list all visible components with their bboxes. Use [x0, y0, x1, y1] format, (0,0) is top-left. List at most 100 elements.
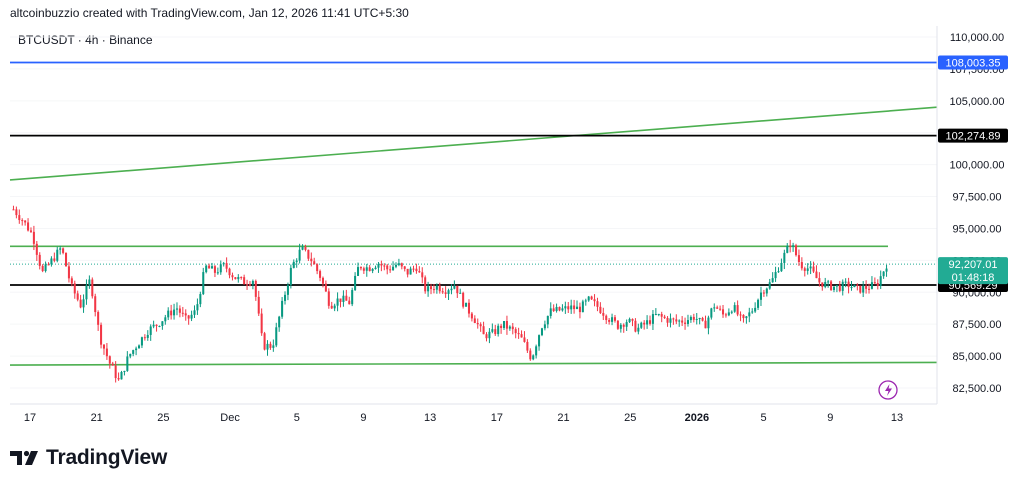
- candle-body: [692, 316, 695, 320]
- candle-body: [392, 266, 395, 271]
- candle-body: [202, 272, 205, 295]
- candle-body: [155, 324, 158, 326]
- candle-body: [835, 285, 838, 287]
- candle-body: [605, 315, 608, 321]
- x-tick-label: Dec: [220, 412, 240, 424]
- candle-body: [686, 320, 690, 324]
- candle-body: [724, 314, 727, 316]
- candle-body: [397, 263, 400, 265]
- candle-body: [91, 279, 94, 297]
- price-tag: [938, 55, 1008, 70]
- candle-body: [181, 312, 184, 314]
- candle-body: [479, 324, 482, 327]
- trendline: [9, 361, 938, 366]
- candle-body: [818, 278, 821, 283]
- x-tick-label: 2026: [685, 412, 709, 424]
- candle-body: [765, 288, 768, 294]
- candle-body: [698, 317, 701, 320]
- candle-body: [482, 326, 485, 335]
- candle-body: [862, 285, 865, 293]
- y-tick-label: 95,000.00: [953, 223, 1002, 235]
- candle-body: [535, 346, 538, 356]
- candle-body: [111, 363, 114, 366]
- tradingview-brand[interactable]: TradingView: [10, 446, 167, 470]
- candle-body: [663, 316, 666, 318]
- candle-body: [123, 370, 126, 373]
- candle-body: [53, 258, 56, 261]
- candle-body: [316, 264, 319, 272]
- candle-body: [228, 268, 231, 276]
- candle-body: [336, 298, 339, 306]
- candle-body: [695, 319, 698, 321]
- candle-body: [684, 322, 687, 324]
- candle-body: [666, 317, 669, 323]
- candle-body: [853, 284, 856, 288]
- candle-body: [447, 290, 450, 294]
- candle-body: [216, 272, 219, 274]
- alert-bolt-icon[interactable]: [878, 380, 898, 400]
- candle-body: [701, 317, 704, 321]
- candle-body: [418, 271, 421, 273]
- candle-body: [596, 301, 599, 307]
- y-tick-label: 105,000.00: [949, 96, 1004, 108]
- level-lines-layer: [10, 61, 937, 286]
- candle-body: [319, 271, 322, 278]
- candle-body: [88, 279, 91, 286]
- candle-body: [575, 306, 579, 310]
- candle-body: [754, 307, 757, 312]
- candle-body: [184, 313, 187, 316]
- candle-body: [205, 265, 208, 273]
- candle-body: [67, 266, 70, 279]
- candle-body: [403, 266, 406, 269]
- candle-body: [100, 324, 103, 345]
- candle-body: [193, 310, 196, 315]
- price-tags-layer: 108,003.35102,274.8990,569.2992,207.0101…: [938, 55, 1008, 293]
- candle-body: [622, 324, 625, 327]
- candle-body: [62, 248, 65, 253]
- candle-body: [587, 296, 590, 301]
- candle-body: [736, 305, 739, 315]
- candle-body: [231, 275, 234, 278]
- candle-body: [260, 313, 263, 334]
- candle-body: [295, 260, 298, 262]
- candle-body: [278, 316, 281, 328]
- candle-body: [120, 372, 123, 380]
- candle-body: [310, 258, 313, 262]
- candle-body: [532, 355, 535, 360]
- candle-body: [82, 299, 85, 308]
- candle-body: [321, 277, 325, 284]
- candle-body: [648, 320, 652, 324]
- candle-body: [768, 282, 771, 289]
- x-tick-label: 5: [294, 412, 300, 424]
- candle-body: [476, 322, 479, 325]
- candle-body: [38, 254, 41, 266]
- candle-body: [286, 285, 289, 295]
- candle-body: [827, 281, 830, 283]
- candle-body: [152, 324, 155, 327]
- candle-body: [590, 296, 593, 300]
- candle-body: [356, 267, 360, 276]
- candle-body: [538, 335, 541, 347]
- candle-body: [44, 264, 47, 272]
- candle-body: [602, 312, 605, 316]
- candle-body: [27, 222, 30, 231]
- candle-body: [500, 325, 503, 328]
- candle-body: [797, 255, 800, 263]
- chart-grid: [10, 36, 937, 389]
- candle-body: [94, 296, 97, 313]
- candle-body: [281, 300, 284, 317]
- candle-body: [324, 283, 327, 292]
- y-tick-label: 87,500.00: [953, 319, 1002, 331]
- candle-body: [196, 304, 199, 311]
- candle-body: [786, 245, 789, 253]
- candle-body: [246, 284, 249, 286]
- candle-body: [745, 316, 748, 319]
- y-tick-label: 110,000.00: [950, 32, 1004, 44]
- price-axis: 110,000.00107,500.00105,000.00102,500.00…: [936, 26, 1005, 404]
- candle-body: [824, 281, 827, 288]
- candle-body: [345, 295, 348, 301]
- candle-body: [56, 249, 59, 261]
- candle-body: [365, 267, 368, 271]
- candle-body: [847, 281, 850, 288]
